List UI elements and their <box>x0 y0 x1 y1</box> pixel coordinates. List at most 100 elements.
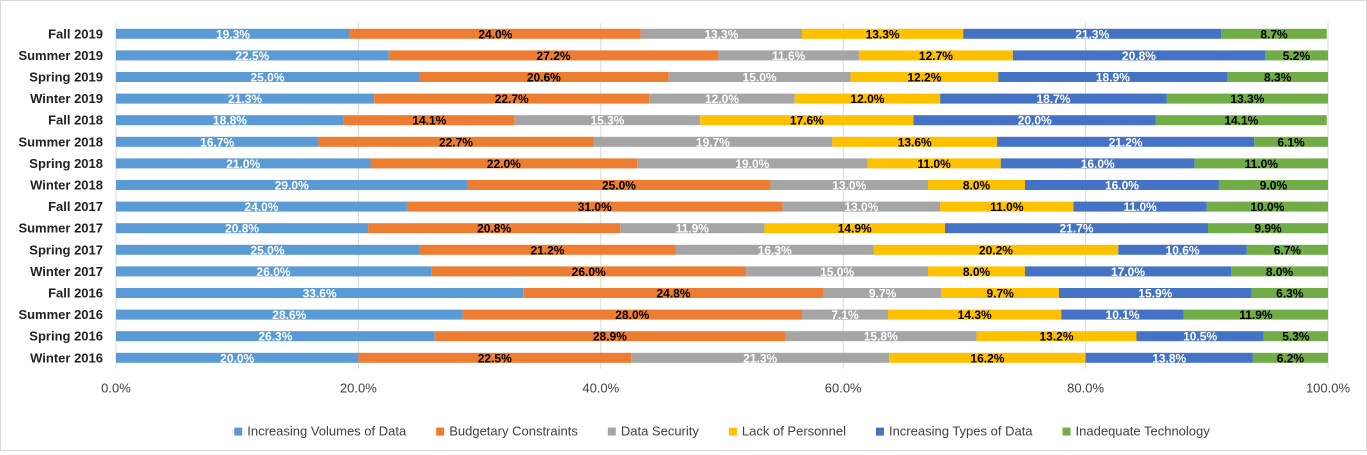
legend-swatch <box>875 427 884 436</box>
bar-segment <box>675 244 874 255</box>
legend-item: Lack of Personnel <box>728 424 846 439</box>
data-label: 20.0% <box>1018 114 1052 128</box>
data-label: 20.6% <box>527 71 561 85</box>
data-label: 16.0% <box>1105 179 1139 193</box>
bar-segment <box>116 201 407 212</box>
bar-segment <box>637 158 868 169</box>
bar-segment <box>116 115 344 126</box>
bar-segment <box>1206 201 1328 212</box>
category-label: Summer 2018 <box>18 134 103 149</box>
bar-segment <box>1263 331 1328 342</box>
bar-segment <box>770 180 929 190</box>
legend-item: Data Security <box>607 424 699 439</box>
legend-swatch <box>234 427 243 436</box>
legend-label: Increasing Types of Data <box>889 424 1033 439</box>
bar-segment <box>1254 136 1328 147</box>
data-label: 8.0% <box>963 179 991 193</box>
bar-segment <box>523 288 824 298</box>
data-label: 21.3% <box>228 92 262 106</box>
data-label: 22.5% <box>478 351 512 365</box>
bar-segment <box>116 331 435 342</box>
data-label: 6.3% <box>1276 287 1304 301</box>
legend-item: Increasing Volumes of Data <box>234 424 407 439</box>
data-label: 7.1% <box>831 308 859 322</box>
data-label: 10.6% <box>1166 243 1200 257</box>
bar-segment <box>782 201 941 212</box>
data-label: 28.0% <box>615 308 649 322</box>
data-label: 6.1% <box>1277 135 1305 149</box>
category-label: Fall 2017 <box>48 199 103 214</box>
bar-segment <box>431 266 747 277</box>
bar-segment <box>467 180 771 190</box>
bar-segment <box>1061 309 1184 320</box>
bar-segment <box>593 136 833 147</box>
bar-segment <box>116 136 319 147</box>
data-label: 12.2% <box>907 71 941 85</box>
data-label: 29.0% <box>275 179 309 193</box>
data-label: 25.0% <box>250 71 284 85</box>
data-label: 15.8% <box>864 330 898 344</box>
data-label: 11.9% <box>676 222 710 236</box>
data-label: 22.7% <box>439 135 473 149</box>
data-label: 16.7% <box>200 135 234 149</box>
data-label: 11.0% <box>917 157 951 171</box>
legend-swatch <box>607 427 616 436</box>
bar-segment <box>941 288 1059 298</box>
x-tick-label: 40.0% <box>582 381 619 396</box>
bar-segment <box>116 28 350 39</box>
category-label: Summer 2019 <box>18 48 103 63</box>
bar-segment <box>1085 352 1253 363</box>
bar-segment <box>764 223 946 234</box>
bar-segment <box>913 115 1156 126</box>
data-label: 24.0% <box>244 200 278 214</box>
bar-segment <box>374 93 650 104</box>
data-label: 6.2% <box>1277 351 1305 365</box>
data-label: 22.7% <box>495 92 529 106</box>
data-label: 20.8% <box>1122 49 1156 63</box>
data-label: 22.0% <box>487 157 521 171</box>
bar-segment <box>116 50 389 61</box>
bar-segment <box>928 266 1025 277</box>
bar-segment <box>640 28 802 39</box>
bar-segment <box>318 136 594 147</box>
bar-segment <box>998 72 1228 82</box>
bar-segment <box>1073 201 1207 212</box>
category-label: Fall 2018 <box>48 113 103 128</box>
bar-segment <box>850 72 999 82</box>
bar-segment <box>1264 50 1328 61</box>
bar-segment <box>370 158 638 169</box>
bar-segment <box>462 309 802 320</box>
data-label: 21.3% <box>1075 27 1109 41</box>
data-label: 20.0% <box>220 351 254 365</box>
bar-segment <box>700 115 914 126</box>
bar-segment <box>1246 244 1328 255</box>
bar-segment <box>116 266 432 277</box>
data-label: 13.3% <box>866 27 900 41</box>
bar-segment <box>388 50 719 61</box>
data-label: 16.0% <box>1081 157 1115 171</box>
category-label: Spring 2016 <box>29 329 103 344</box>
legend-label: Budgetary Constraints <box>449 424 578 439</box>
data-label: 26.0% <box>257 265 291 279</box>
data-label: 28.9% <box>593 330 627 344</box>
category-label: Winter 2017 <box>30 264 103 279</box>
bar-segment <box>116 223 369 234</box>
bar-segment <box>1194 158 1328 169</box>
data-label: 17.6% <box>790 114 824 128</box>
bar-segment <box>116 180 468 190</box>
data-label: 11.0% <box>990 200 1024 214</box>
data-label: 12.7% <box>919 49 953 63</box>
data-label: 9.7% <box>869 287 897 301</box>
data-label: 14.1% <box>412 114 446 128</box>
legend-swatch <box>436 427 445 436</box>
bar-segment <box>620 223 765 234</box>
bar-segment <box>997 136 1255 147</box>
bar-segment <box>668 72 851 82</box>
bar-segment <box>1166 93 1328 104</box>
bar-segment <box>1000 158 1195 169</box>
bar-segment <box>963 28 1222 39</box>
bar-segment <box>1025 266 1232 277</box>
data-label: 19.3% <box>216 27 250 41</box>
